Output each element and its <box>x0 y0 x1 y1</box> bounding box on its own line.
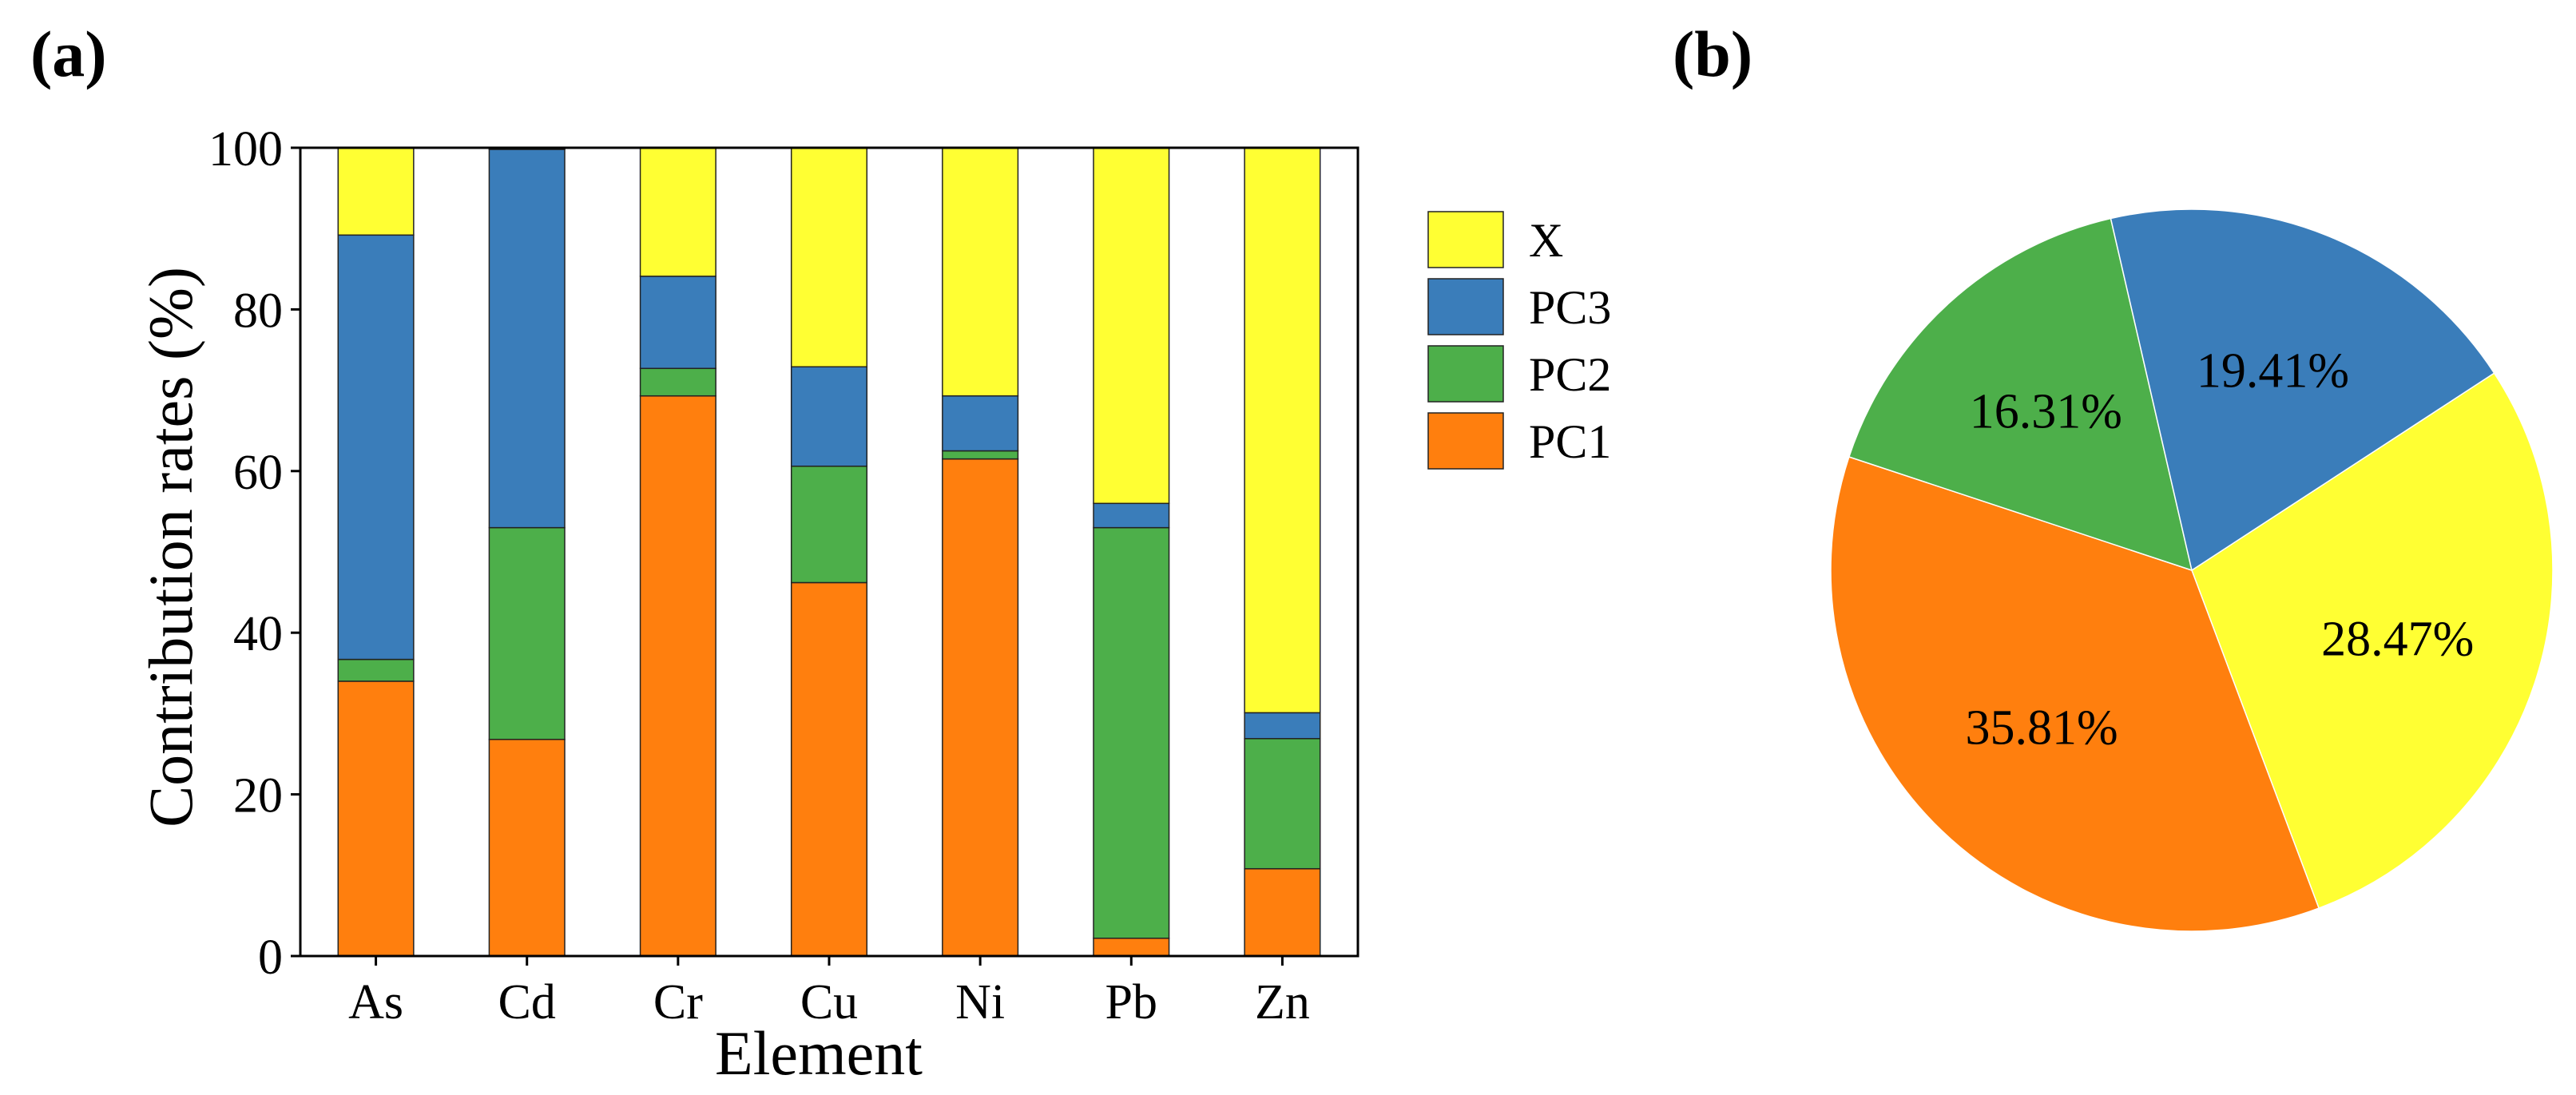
bar-segment-as-pc1 <box>337 680 415 957</box>
y-tick-label: 60 <box>233 446 283 500</box>
pie-label-pc1: 35.81% <box>1966 701 2118 756</box>
panel-label-a: (a) <box>30 18 107 90</box>
legend-swatch-pc1 <box>1427 412 1504 470</box>
bar-segment-as-x <box>337 147 415 236</box>
x-tick-label: Cu <box>800 975 858 1030</box>
bar-segment-zn-pc2 <box>1244 738 1321 870</box>
bar-segment-zn-pc3 <box>1244 712 1321 740</box>
bar-segment-cr-pc2 <box>639 367 716 397</box>
bar-segment-zn-x <box>1244 147 1321 714</box>
y-tick-label: 20 <box>233 769 283 823</box>
x-tick-label: Cd <box>498 975 556 1030</box>
bar-segment-pb-pc1 <box>1093 937 1170 957</box>
panel-label-b: (b) <box>1673 18 1752 90</box>
bar-segment-cr-pc3 <box>639 276 716 370</box>
bar-segment-ni-pc1 <box>942 458 1019 957</box>
bar-segment-cr-pc1 <box>639 395 716 957</box>
bar-segment-cu-pc3 <box>790 366 868 467</box>
legend-label-x: X <box>1529 214 1563 267</box>
bar-segment-cd-pc1 <box>488 739 566 957</box>
legend-swatch-pc2 <box>1427 345 1504 403</box>
x-tick-label: Ni <box>955 975 1005 1030</box>
x-tick-label: As <box>348 975 403 1030</box>
bar-segment-cu-pc2 <box>790 465 868 584</box>
bar-segment-cu-x <box>790 147 868 368</box>
bar-segment-as-pc2 <box>337 658 415 682</box>
bar-segment-zn-pc1 <box>1244 867 1321 957</box>
x-axis-label: Element <box>715 1018 923 1088</box>
y-tick-label: 40 <box>233 607 283 661</box>
bar-segment-ni-pc3 <box>942 395 1019 452</box>
pie-label-x: 28.47% <box>2321 612 2474 666</box>
pie-slice-x <box>2191 372 2554 910</box>
y-tick-label: 80 <box>233 284 283 338</box>
bar-segment-cr-x <box>639 147 716 277</box>
pie-slice-pc1 <box>1830 456 2320 932</box>
pie-chart: 28.47% 35.81% 16.31% 19.41% <box>1830 208 2554 932</box>
legend-swatch-x <box>1427 211 1504 268</box>
pie-slice-pc3 <box>2110 208 2495 572</box>
bar-segment-pb-pc2 <box>1093 526 1170 939</box>
bar-segment-ni-x <box>942 147 1019 397</box>
bar-segment-cd-pc3 <box>488 149 566 529</box>
x-tick-label: Cr <box>653 975 703 1030</box>
legend: X PC3 PC2 PC1 <box>1427 211 1611 470</box>
y-tick-label: 100 <box>208 122 283 177</box>
bar-segment-cd-pc2 <box>488 526 566 740</box>
legend-label-pc3: PC3 <box>1529 281 1611 334</box>
pie-slice-pc2 <box>1848 217 2193 572</box>
x-tick-label: Zn <box>1255 975 1310 1030</box>
pie-label-pc3: 19.41% <box>2197 343 2349 398</box>
y-tick-label: 0 <box>258 930 283 985</box>
legend-label-pc2: PC2 <box>1529 348 1611 401</box>
y-axis-label: Contribution rates (%) <box>136 267 205 827</box>
pie-label-pc2: 16.31% <box>1970 385 2122 439</box>
bar-segment-cu-pc1 <box>790 581 868 957</box>
plot-frame <box>299 146 1359 958</box>
legend-label-pc1: PC1 <box>1529 415 1611 468</box>
x-tick-label: Pb <box>1105 975 1157 1030</box>
bar-segment-pb-pc3 <box>1093 502 1170 529</box>
bar-segment-as-pc3 <box>337 234 415 661</box>
stacked-bar-chart: As Cd Cr Cu Ni Pb Zn 0 20 40 60 80 100 <box>208 122 1359 1030</box>
bar-segment-pb-x <box>1093 147 1170 505</box>
bar-segment-ni-pc2 <box>942 450 1019 460</box>
legend-swatch-pc3 <box>1427 278 1504 335</box>
